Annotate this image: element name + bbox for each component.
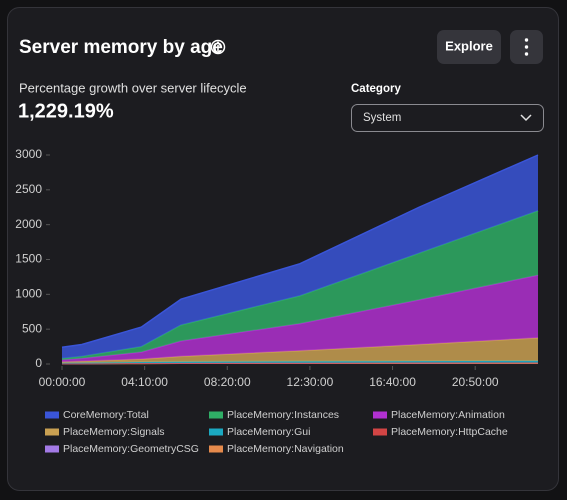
x-tick-label: 08:20:00: [204, 375, 251, 389]
area: [62, 210, 538, 360]
y-tick-label: 1000: [15, 287, 42, 301]
explore-button[interactable]: Explore: [437, 30, 501, 64]
x-tick-label: 04:10:00: [121, 375, 168, 389]
legend-swatch: [45, 445, 59, 453]
legend-label: PlaceMemory:Animation: [391, 409, 505, 421]
legend-swatch: [209, 428, 223, 436]
summary-value: 1,229.19%: [18, 100, 114, 122]
y-tick-label: 3000: [15, 147, 42, 161]
category-label: Category: [351, 83, 401, 95]
legend-label: PlaceMemory:HttpCache: [391, 426, 508, 438]
summary-label: Percentage growth over server lifecycle: [19, 80, 247, 95]
x-tick-label: 00:00:00: [39, 375, 86, 389]
area-edge: [61, 154, 539, 349]
y-tick-label: 2500: [15, 182, 42, 196]
legend-label: PlaceMemory:Signals: [63, 426, 165, 438]
x-tick-label: 20:50:00: [452, 375, 499, 389]
legend-swatch: [209, 411, 223, 419]
y-tick-label: 500: [22, 321, 42, 335]
area: [62, 155, 538, 359]
explore-label[interactable]: Explore: [445, 38, 493, 53]
category-select[interactable]: System: [351, 104, 544, 132]
more-button[interactable]: [510, 30, 543, 64]
legend-swatch: [373, 411, 387, 419]
x-tick-label: 12:30:00: [287, 375, 334, 389]
legend-swatch: [45, 411, 59, 419]
legend-label: PlaceMemory:Instances: [227, 409, 339, 421]
legend-label: PlaceMemory:GeometryCSG: [63, 443, 199, 455]
legend-label: PlaceMemory:Navigation: [227, 443, 344, 455]
plot: 0 500 1000 1500 2000 2500 3000 00:00:00 04:10:00…: [15, 147, 539, 455]
legend-label: PlaceMemory:Gui: [227, 426, 310, 438]
legend-label: CoreMemory:Total: [63, 409, 149, 421]
legend-swatch: [373, 428, 387, 436]
category-value[interactable]: System: [363, 112, 401, 124]
y-tick-label: 0: [35, 356, 42, 370]
x-tick-label: 16:40:00: [369, 375, 416, 389]
y-tick-label: 2000: [15, 217, 42, 231]
legend-swatch: [209, 445, 223, 453]
y-tick-label: 1500: [15, 252, 42, 266]
info-icon[interactable]: [210, 39, 226, 55]
legend-swatch: [45, 428, 59, 436]
card-title: Server memory by age: [19, 37, 223, 58]
area: [62, 275, 538, 362]
